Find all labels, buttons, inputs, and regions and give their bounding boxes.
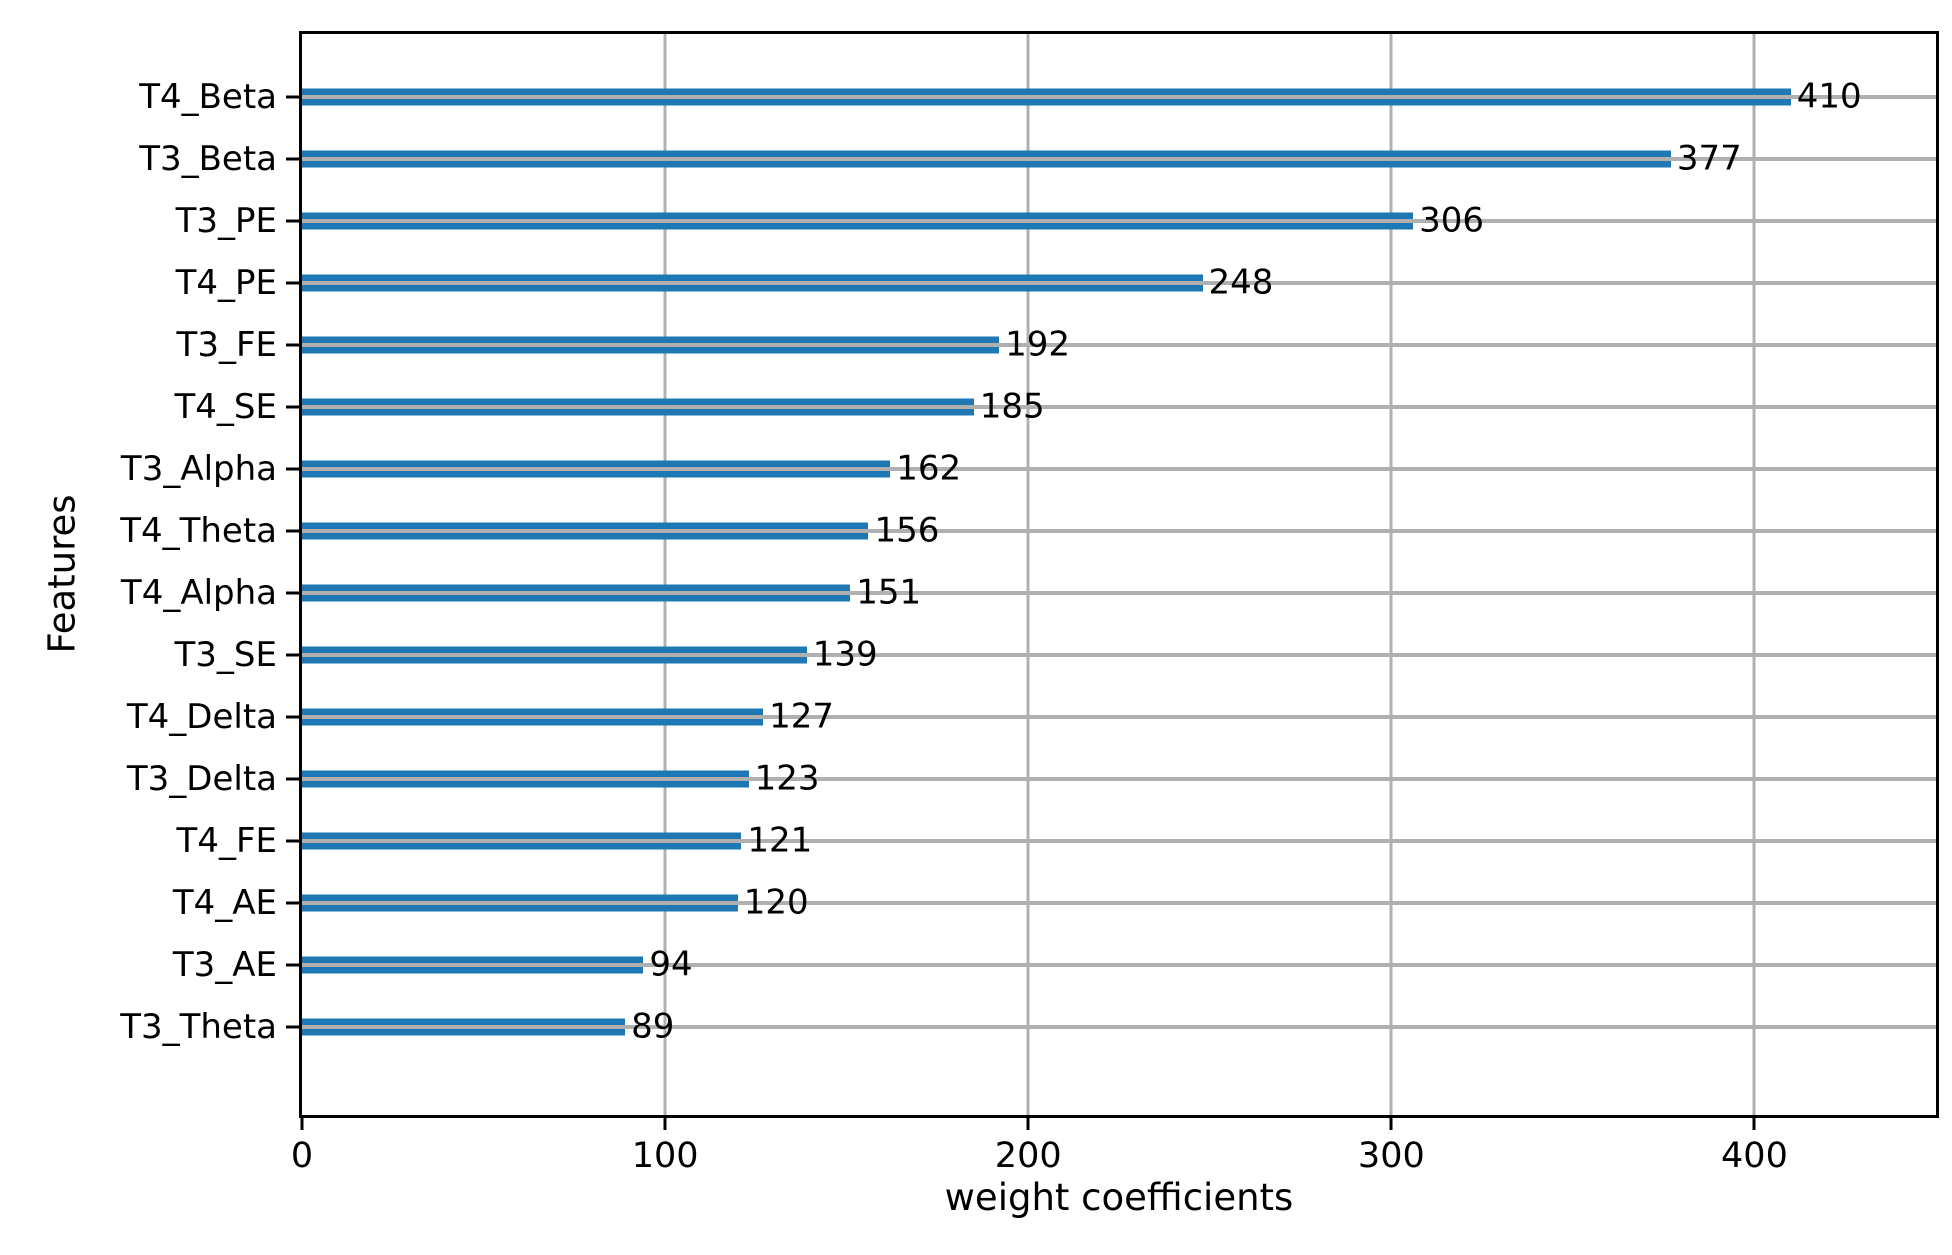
x-tick-label-0: 0 (290, 1136, 314, 1176)
value-label-T3_Alpha: 162 (896, 448, 962, 489)
y-tick-label-T3_Beta: T3_Beta (139, 139, 277, 179)
horizontal-gridline-T3_FE (302, 343, 1936, 347)
value-label-T4_Beta: 410 (1796, 76, 1862, 117)
y-tick-label-T3_Theta: T3_Theta (120, 1007, 277, 1047)
y-tick-label-T4_FE: T4_FE (176, 821, 277, 861)
horizontal-gridline-T4_AE (302, 901, 1936, 905)
horizontal-gridline-T3_SE (302, 653, 1936, 657)
plot-area: 0 100 200 300 400 410 T4_Beta 377 T3_Beta 306 T3_P… (120, 31, 1939, 1174)
y-tick-label-T3_PE: T3_PE (175, 201, 277, 241)
y-tick-mark-T3_SE (286, 653, 302, 657)
horizontal-gridline-T3_Theta (302, 1025, 1936, 1029)
y-tick-label-T4_Beta: T4_Beta (139, 77, 277, 117)
value-label-T3_PE: 306 (1419, 200, 1485, 241)
y-tick-mark-T4_FE (286, 839, 302, 843)
y-tick-mark-T4_PE (286, 281, 302, 285)
y-tick-mark-T3_Alpha (286, 467, 302, 471)
y-tick-mark-T3_Beta (286, 157, 302, 161)
value-label-T3_FE: 192 (1005, 324, 1071, 365)
y-tick-mark-T4_Theta (286, 529, 302, 533)
x-tick-mark-0 (300, 1115, 304, 1130)
value-label-T4_Theta: 156 (874, 510, 940, 551)
y-tick-mark-T3_PE (286, 219, 302, 223)
value-label-T4_Delta: 127 (769, 696, 835, 737)
horizontal-gridline-T4_FE (302, 839, 1936, 843)
horizontal-gridline-T4_Theta (302, 529, 1936, 533)
x-tick-mark-300 (1389, 1115, 1393, 1130)
y-tick-mark-T4_AE (286, 901, 302, 905)
horizontal-gridline-T3_Delta (302, 777, 1936, 781)
y-tick-mark-T3_FE (286, 343, 302, 347)
y-tick-label-T4_PE: T4_PE (175, 263, 277, 303)
value-label-T3_Delta: 123 (754, 758, 820, 799)
x-tick-mark-100 (663, 1115, 667, 1130)
y-tick-label-T3_AE: T3_AE (172, 945, 277, 985)
x-tick-label-400: 400 (1721, 1136, 1788, 1176)
value-label-T4_FE: 121 (747, 820, 813, 861)
y-tick-label-T4_AE: T4_AE (172, 883, 277, 923)
x-tick-label-100: 100 (631, 1136, 699, 1176)
y-tick-label-T4_SE: T4_SE (174, 387, 277, 427)
y-tick-mark-T4_SE (286, 405, 302, 409)
value-label-T4_SE: 185 (979, 386, 1045, 427)
horizontal-gridline-T3_Beta (302, 157, 1936, 161)
horizontal-gridline-T4_SE (302, 405, 1936, 409)
value-label-T3_AE: 94 (649, 944, 693, 985)
y-tick-mark-T3_AE (286, 963, 302, 967)
horizontal-gridline-T4_PE (302, 281, 1936, 285)
value-label-T3_SE: 139 (812, 634, 878, 675)
horizontal-gridline-T4_Beta (302, 95, 1936, 99)
y-tick-label-T3_Delta: T3_Delta (126, 759, 277, 799)
value-label-T3_Beta: 377 (1676, 138, 1742, 179)
y-tick-label-T4_Alpha: T4_Alpha (120, 573, 277, 613)
vertical-gridline-200 (1026, 34, 1030, 1115)
x-axis-label: weight coefficients (944, 1176, 1294, 1219)
y-tick-mark-T3_Delta (286, 777, 302, 781)
y-tick-label-T3_SE: T3_SE (174, 635, 277, 675)
y-tick-mark-T3_Theta (286, 1025, 302, 1029)
y-axis-label: Features (40, 494, 84, 654)
y-tick-mark-T4_Alpha (286, 591, 302, 595)
y-tick-label-T4_Theta: T4_Theta (120, 511, 277, 551)
x-tick-label-200: 200 (994, 1136, 1062, 1176)
y-tick-label-T3_FE: T3_FE (176, 325, 277, 365)
value-label-T4_PE: 248 (1208, 262, 1274, 303)
y-tick-label-T4_Delta: T4_Delta (126, 697, 277, 737)
y-tick-mark-T4_Delta (286, 715, 302, 719)
x-tick-mark-400 (1752, 1115, 1756, 1130)
value-label-T3_Theta: 89 (631, 1006, 675, 1047)
x-tick-mark-200 (1026, 1115, 1030, 1130)
vertical-gridline-300 (1389, 34, 1393, 1115)
horizontal-gridline-T3_Alpha (302, 467, 1936, 471)
value-label-T4_Alpha: 151 (856, 572, 922, 613)
horizontal-gridline-T4_Alpha (302, 591, 1936, 595)
plot-inner: 0 100 200 300 400 410 T4_Beta 377 T3_Beta 306 T3_P… (120, 34, 1936, 1174)
y-tick-mark-T4_Beta (286, 95, 302, 99)
vertical-gridline-100 (663, 34, 667, 1115)
horizontal-gridline-T3_AE (302, 963, 1936, 967)
vertical-gridline-400 (1752, 34, 1756, 1115)
x-tick-label-300: 300 (1357, 1136, 1425, 1176)
y-tick-label-T3_Alpha: T3_Alpha (120, 449, 277, 489)
value-label-T4_AE: 120 (743, 882, 809, 923)
horizontal-gridline-T3_PE (302, 219, 1936, 223)
horizontal-gridline-T4_Delta (302, 715, 1936, 719)
